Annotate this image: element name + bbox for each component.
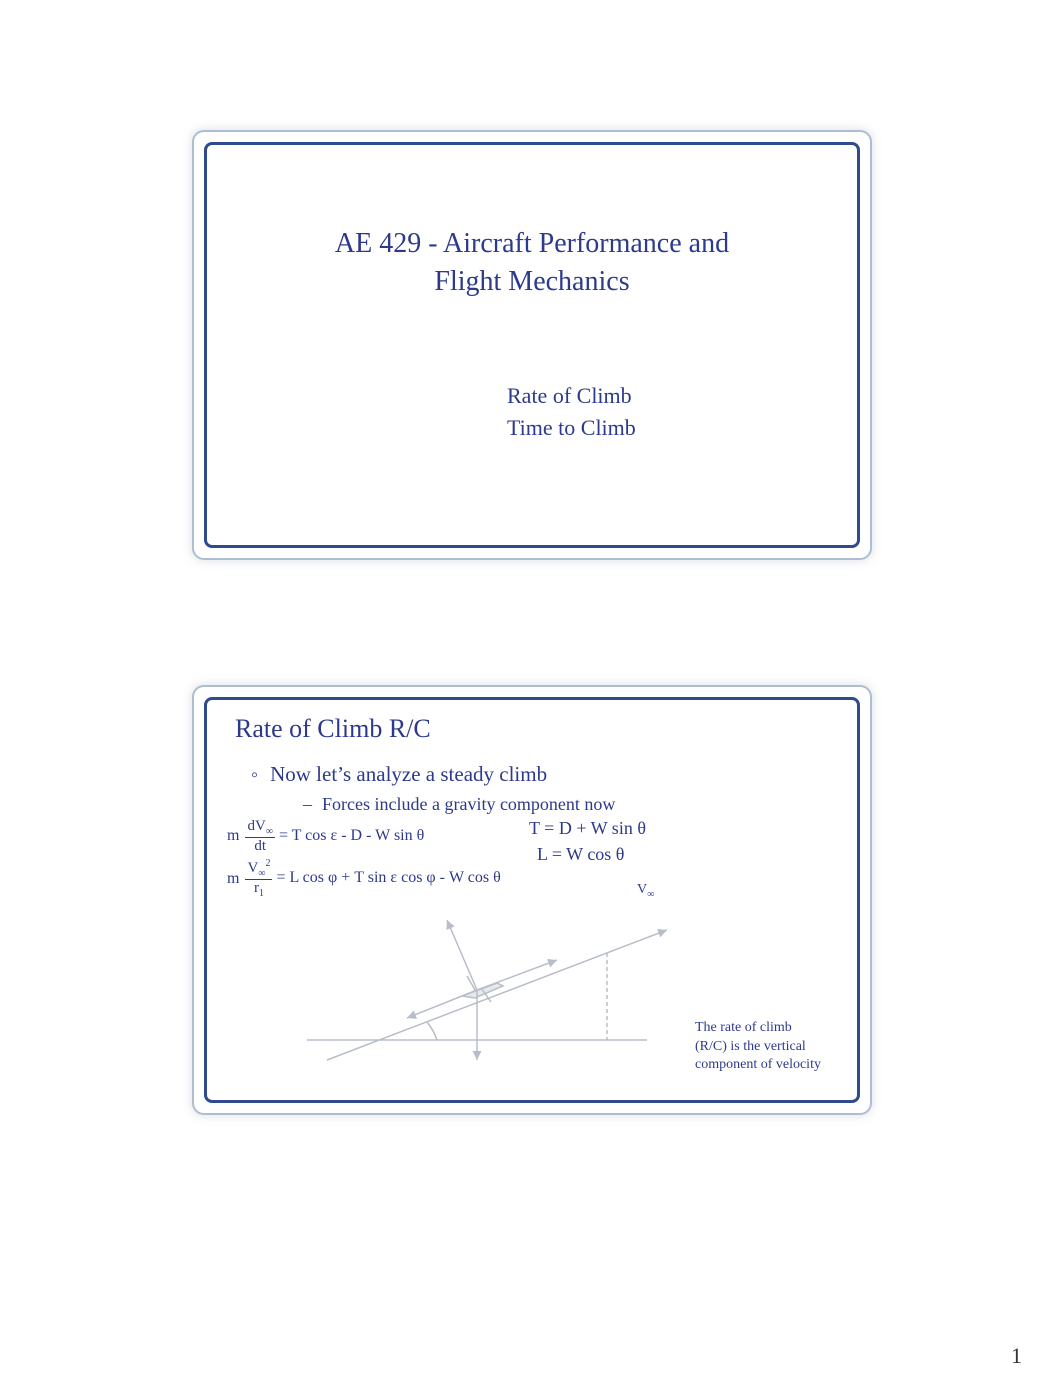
eq2-num: V∞2 (245, 858, 272, 880)
slide1-sub-line2: Time to Climb (507, 415, 636, 440)
eq1-fraction: dV∞ dt (245, 818, 274, 855)
slide-frame-inner: AE 429 - Aircraft Performance and Flight… (204, 142, 860, 548)
slide2-title: Rate of Climb R/C (235, 714, 431, 744)
slide1-subtitle: Rate of Climb Time to Climb (507, 380, 636, 444)
eq2-m: m (227, 870, 239, 888)
slide-1: AE 429 - Aircraft Performance and Flight… (192, 130, 872, 560)
slide1-sub-line1: Rate of Climb (507, 383, 632, 408)
slide-frame-inner: Rate of Climb R/C Now let’s analyze a st… (204, 697, 860, 1103)
thrust-vector (477, 960, 557, 990)
rate-of-climb-note: The rate of climb (R/C) is the vertical … (695, 1019, 825, 1074)
eq1-den: dt (245, 838, 274, 855)
page-number: 1 (1011, 1343, 1022, 1369)
lift-vector (447, 920, 477, 990)
equation-lift-balance: L = W cos θ (537, 844, 624, 865)
slide-frame-outer: Rate of Climb R/C Now let’s analyze a st… (192, 685, 872, 1115)
slide2-bullet-1: Now let’s analyze a steady climb (251, 762, 547, 787)
slide1-title-line2: Flight Mechanics (434, 266, 629, 297)
climb-diagram (267, 890, 697, 1090)
slide-2: Rate of Climb R/C Now let’s analyze a st… (192, 685, 872, 1115)
slide2-bullet-2: Forces include a gravity component now (303, 794, 615, 815)
eq2-rhs: = L cos φ + T sin ε cos φ - W cos θ (276, 869, 500, 886)
slide1-title: AE 429 - Aircraft Performance and Flight… (207, 225, 857, 301)
slide1-title-line1: AE 429 - Aircraft Performance and (335, 228, 729, 259)
drag-vector (407, 990, 477, 1018)
slide-frame-outer: AE 429 - Aircraft Performance and Flight… (192, 130, 872, 560)
equation-thrust-balance: T = D + W sin θ (529, 818, 646, 839)
eq1-m: m (227, 827, 239, 845)
equation-momentum: m dV∞ dt = T cos ε - D - W sin θ (227, 818, 424, 855)
eq1-num: dV∞ (245, 818, 274, 838)
eq1-rhs: = T cos ε - D - W sin θ (279, 827, 424, 844)
theta-arc (427, 1022, 437, 1040)
